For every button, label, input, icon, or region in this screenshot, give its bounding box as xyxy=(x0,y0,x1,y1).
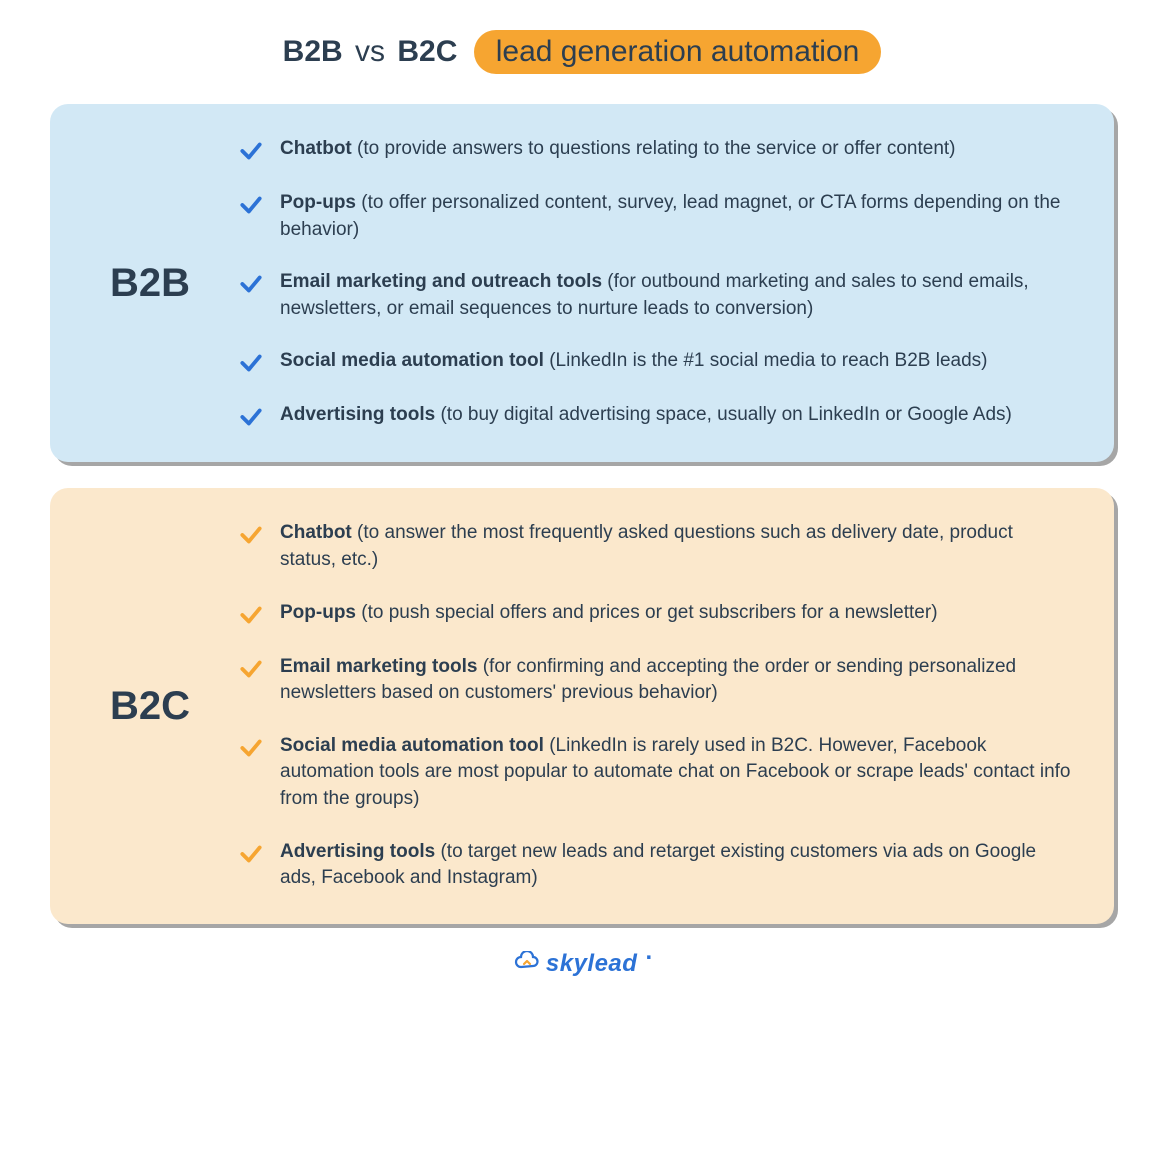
b2c-item: Pop-ups (to push special offers and pric… xyxy=(238,600,1074,628)
check-icon xyxy=(238,602,264,628)
b2c-item: Social media automation tool (LinkedIn i… xyxy=(238,733,1074,813)
b2c-item-text: Chatbot (to answer the most frequently a… xyxy=(280,520,1074,573)
b2c-items: Chatbot (to answer the most frequently a… xyxy=(238,520,1074,891)
b2c-item-desc: (to answer the most frequently asked que… xyxy=(280,522,1013,570)
b2b-item-bold: Email marketing and outreach tools xyxy=(280,271,602,292)
b2c-item: Advertising tools (to target new leads a… xyxy=(238,839,1074,892)
check-icon xyxy=(238,138,264,164)
check-icon xyxy=(238,404,264,430)
b2b-item-desc: (LinkedIn is the #1 social media to reac… xyxy=(544,350,988,371)
b2b-items: Chatbot (to provide answers to questions… xyxy=(238,136,1074,430)
logo-dot: . xyxy=(645,938,652,966)
check-icon xyxy=(238,350,264,376)
b2c-item-bold: Email marketing tools xyxy=(280,656,477,677)
check-icon xyxy=(238,841,264,867)
check-icon xyxy=(238,522,264,548)
title-b2c: B2C xyxy=(397,35,457,68)
title-pill: lead generation automation xyxy=(474,30,882,74)
b2b-item-text: Advertising tools (to buy digital advert… xyxy=(280,402,1012,429)
b2c-item-bold: Pop-ups xyxy=(280,602,356,623)
b2b-item-desc: (to offer personalized content, survey, … xyxy=(280,192,1060,240)
b2c-item-desc: (to push special offers and prices or ge… xyxy=(356,602,938,623)
b2c-item-bold: Chatbot xyxy=(280,522,352,543)
b2b-item: Email marketing and outreach tools (for … xyxy=(238,269,1074,322)
logo: skylead. xyxy=(50,950,1114,978)
b2c-item-text: Pop-ups (to push special offers and pric… xyxy=(280,600,938,627)
b2b-label: B2B xyxy=(90,261,210,306)
b2c-item-text: Advertising tools (to target new leads a… xyxy=(280,839,1074,892)
cloud-icon xyxy=(514,951,540,976)
b2b-item: Pop-ups (to offer personalized content, … xyxy=(238,190,1074,243)
b2c-label: B2C xyxy=(90,684,210,729)
b2b-item-text: Social media automation tool (LinkedIn i… xyxy=(280,348,988,375)
b2c-item-text: Social media automation tool (LinkedIn i… xyxy=(280,733,1074,813)
b2b-item-text: Chatbot (to provide answers to questions… xyxy=(280,136,956,163)
b2c-item-text: Email marketing tools (for confirming an… xyxy=(280,654,1074,707)
b2b-item: Social media automation tool (LinkedIn i… xyxy=(238,348,1074,376)
title-b2b: B2B xyxy=(283,35,343,68)
logo-text: skylead xyxy=(546,950,638,978)
b2b-card: B2B Chatbot (to provide answers to quest… xyxy=(50,104,1114,462)
b2c-item-bold: Social media automation tool xyxy=(280,735,544,756)
b2b-item-desc: (to buy digital advertising space, usual… xyxy=(435,404,1012,425)
b2b-item: Advertising tools (to buy digital advert… xyxy=(238,402,1074,430)
b2b-item: Chatbot (to provide answers to questions… xyxy=(238,136,1074,164)
b2c-item-bold: Advertising tools xyxy=(280,841,435,862)
b2b-item-desc: (to provide answers to questions relatin… xyxy=(352,138,956,159)
check-icon xyxy=(238,735,264,761)
b2b-item-bold: Social media automation tool xyxy=(280,350,544,371)
b2b-item-text: Pop-ups (to offer personalized content, … xyxy=(280,190,1074,243)
b2b-item-text: Email marketing and outreach tools (for … xyxy=(280,269,1074,322)
check-icon xyxy=(238,656,264,682)
b2b-item-bold: Advertising tools xyxy=(280,404,435,425)
check-icon xyxy=(238,192,264,218)
title-vs: vs xyxy=(355,35,385,68)
b2c-card: B2C Chatbot (to answer the most frequent… xyxy=(50,488,1114,923)
b2c-item: Email marketing tools (for confirming an… xyxy=(238,654,1074,707)
b2b-item-bold: Chatbot xyxy=(280,138,352,159)
check-icon xyxy=(238,271,264,297)
page-title: B2B vs B2C lead generation automation xyxy=(50,30,1114,74)
b2c-item: Chatbot (to answer the most frequently a… xyxy=(238,520,1074,573)
b2b-item-bold: Pop-ups xyxy=(280,192,356,213)
